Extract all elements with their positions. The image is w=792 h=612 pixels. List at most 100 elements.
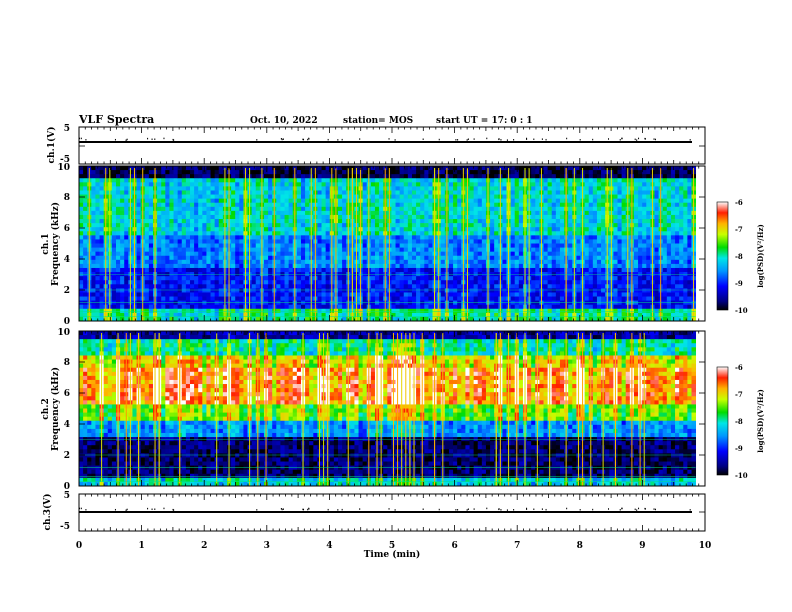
spectrogram-cell (395, 296, 401, 302)
spectrogram-cell (374, 206, 380, 212)
spectrogram-cell (79, 182, 84, 187)
spectrogram-cell (391, 247, 396, 253)
spectrogram-cell (448, 182, 454, 187)
spectrogram-cell (235, 284, 240, 289)
spectrogram-cell (510, 316, 516, 322)
spectrogram-cell (411, 263, 417, 269)
spectrogram-cell (551, 178, 557, 183)
spectrogram-cell (568, 280, 573, 285)
spectrogram-cell (231, 267, 236, 273)
spectrogram-cell (161, 292, 166, 297)
spectrogram-cell (440, 214, 446, 220)
spectrogram-cell (342, 292, 347, 297)
spectrogram-cell (239, 255, 244, 261)
spectrogram-cell (453, 292, 458, 297)
spectrogram-cell (325, 288, 331, 293)
spectrogram-cell (206, 296, 211, 302)
spectrogram-cell (317, 280, 322, 285)
spectrogram-cell (198, 174, 203, 179)
spectrogram-cell (95, 210, 100, 216)
spectrogram-cell (189, 194, 195, 200)
spectrogram-cell (189, 182, 195, 187)
spectrogram-cell (111, 231, 117, 236)
spectrogram-cell (559, 316, 565, 322)
spectrogram-cell (535, 174, 540, 179)
spectrogram-cell (416, 178, 421, 183)
spectrogram-cell (268, 259, 273, 265)
spectrogram-cell (305, 316, 310, 322)
spectrogram-cell (448, 243, 454, 248)
spectrogram-cell (477, 308, 483, 314)
spectrogram-cell (342, 198, 347, 204)
spectrogram-cell (481, 296, 487, 302)
spectrogram-cell (284, 308, 290, 314)
spectrogram-cell (169, 316, 174, 322)
spectrogram-cell (416, 210, 421, 216)
spectrogram-cell (374, 267, 380, 273)
spectrogram-cell (288, 202, 294, 208)
spectrogram-cell (555, 190, 561, 195)
spectrogram-cell (576, 214, 581, 220)
spectrogram-cell (576, 292, 581, 297)
spectrogram-cell (194, 202, 199, 208)
spectrogram-cell (214, 190, 220, 195)
spectrogram-cell (416, 214, 421, 220)
spectrogram-cell (231, 231, 236, 236)
spectrogram-cell (469, 251, 475, 257)
spectrogram-cell (370, 312, 376, 318)
spectrogram-cell (169, 194, 174, 200)
spectrogram-cell (317, 239, 322, 244)
spectrogram-cell (374, 316, 380, 322)
spectrogram-cell (136, 259, 142, 265)
spectrogram-cell (185, 292, 191, 297)
spectrogram-cell (490, 206, 495, 212)
spectrogram-cell (115, 304, 121, 310)
spectrogram-cell (99, 255, 105, 261)
spectrogram-cell (189, 300, 195, 306)
spectrogram-cell (502, 292, 507, 297)
spectrogram-cell (481, 210, 487, 216)
spectrogram-cell (115, 206, 121, 212)
spectrogram-cell (288, 267, 294, 273)
spectrogram-cell (148, 219, 154, 224)
spectrogram-cell (559, 251, 565, 257)
spectrogram-cell (157, 243, 162, 248)
spectrogram-cell (185, 247, 191, 253)
spectrogram-cell (157, 280, 162, 285)
spectrogram-cell (531, 223, 536, 228)
spectrogram-cell (276, 243, 281, 248)
spectrogram-cell (189, 251, 195, 257)
spectrogram-cell (448, 194, 454, 200)
spectrogram-cell (144, 304, 150, 310)
spectrogram-cell (284, 194, 290, 200)
ch1-voltage-ticks (78, 127, 706, 164)
spectrogram-cell (325, 263, 331, 269)
spectrogram-cell (535, 202, 540, 208)
spectrogram-cell (218, 174, 224, 179)
spectrogram-cell (317, 227, 322, 232)
spectrogram-cell (79, 174, 84, 179)
spectrogram-cell (99, 231, 105, 236)
spectrogram-cell (403, 190, 409, 195)
spectrogram-cell (547, 267, 553, 273)
spectrogram-cell (494, 182, 499, 187)
spectrogram-cell (457, 186, 462, 191)
spectrogram-cell (370, 239, 376, 244)
spectrogram-cell (317, 308, 322, 314)
spectrogram-cell (411, 251, 417, 257)
spectrogram-cell (124, 202, 129, 208)
spectrogram-cell (218, 280, 224, 285)
spectrogram-cell (559, 308, 565, 314)
spectrogram-cell (148, 267, 154, 273)
spectrogram-cell (481, 190, 487, 195)
spectrogram-cell (453, 227, 458, 232)
spectrogram-cell (481, 194, 487, 200)
spectrogram-cell (144, 210, 150, 216)
spectrogram-cell (255, 219, 261, 224)
spectrogram-cell (547, 239, 553, 244)
spectrogram-cell (268, 227, 273, 232)
spectrogram-cell (251, 267, 257, 273)
spectrogram-cell (531, 190, 536, 195)
spectrogram-cell (440, 194, 446, 200)
spectrogram-cell (173, 223, 179, 228)
